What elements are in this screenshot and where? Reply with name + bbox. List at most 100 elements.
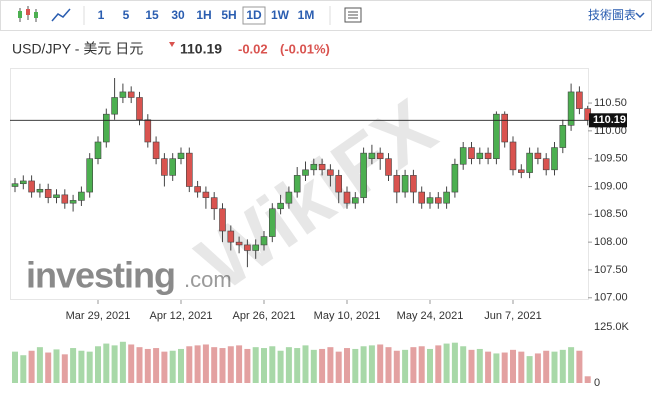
y-tick-label: 108.50: [594, 208, 628, 220]
candle-body: [509, 141, 517, 171]
volume-bar: [103, 343, 110, 383]
interval-button[interactable]: 1W: [271, 8, 290, 22]
volume-bar: [501, 352, 508, 383]
volume-bar: [95, 346, 101, 383]
volume-bar: [119, 341, 126, 383]
volume-bar: [277, 350, 284, 383]
candle-body: [136, 97, 143, 121]
y2-tick-label: 0: [594, 377, 600, 389]
volume-bar: [468, 349, 475, 383]
volume-bar: [202, 344, 209, 383]
interval-button[interactable]: 1H: [196, 8, 211, 22]
candle-body: [551, 147, 558, 171]
candle-body: [86, 158, 93, 193]
volume-bar: [327, 347, 334, 383]
volume-bar: [443, 343, 450, 383]
candle-body: [526, 152, 533, 173]
candle-body: [517, 169, 525, 173]
volume-bar: [360, 346, 367, 383]
candle-body: [418, 191, 426, 204]
candle-body: [169, 158, 176, 176]
interval-button[interactable]: 1D: [246, 8, 262, 22]
volume-bar: [252, 347, 259, 383]
line-icon[interactable]: [51, 8, 71, 22]
candle-body: [244, 244, 251, 251]
candle-icon[interactable]: [18, 6, 38, 22]
candle-body: [501, 113, 509, 143]
candle-body: [542, 158, 550, 171]
x-tick-label: May 24, 2021: [397, 310, 464, 322]
icon-part: [344, 7, 362, 23]
candle-body: [19, 180, 27, 185]
volume-bar: [169, 350, 176, 383]
candle-body: [260, 236, 268, 246]
candle-body: [426, 197, 434, 204]
candle-body: [302, 169, 309, 176]
candle-body: [385, 158, 392, 176]
x-tick-label: Apr 26, 2021: [233, 310, 296, 322]
last-price: 110.19: [180, 41, 222, 57]
interval-button[interactable]: 5H: [221, 8, 236, 22]
candle-body: [119, 91, 127, 98]
volume-bar: [186, 346, 193, 383]
interval-button[interactable]: 1M: [298, 8, 315, 22]
volume-bar: [12, 351, 18, 383]
volume-bar: [584, 376, 591, 383]
volume-bar: [476, 348, 483, 383]
candle-body: [310, 163, 318, 171]
volume-bar: [161, 351, 168, 383]
candle-body: [493, 113, 500, 159]
candle-body: [285, 191, 293, 204]
icon-part: [34, 12, 38, 18]
candle-body: [177, 152, 185, 159]
volume-bar: [20, 355, 27, 383]
interval-button[interactable]: 15: [145, 8, 159, 22]
candle-body: [576, 91, 583, 109]
interval-button[interactable]: 30: [171, 8, 185, 22]
candle-body: [277, 202, 284, 210]
volume-bar: [36, 347, 43, 383]
candle-body: [227, 230, 235, 243]
interval-button[interactable]: 1: [98, 8, 105, 22]
volume-bar: [518, 351, 525, 383]
candle-body: [559, 125, 567, 148]
toolbar-frame: [0, 0, 652, 31]
link-arrow: [635, 12, 645, 19]
candle-body: [335, 175, 343, 193]
last-price-badge: [589, 113, 627, 128]
candle-body: [327, 169, 334, 176]
volume-bar: [236, 345, 243, 383]
icon-part: [26, 9, 30, 15]
interval-button[interactable]: 5: [123, 8, 130, 22]
candle-body: [376, 152, 384, 159]
indicator-icon[interactable]: [344, 7, 362, 23]
volume-bar: [227, 346, 234, 383]
volume-bar: [485, 351, 492, 383]
x-tick-label: Apr 12, 2021: [150, 310, 213, 322]
volume-bar: [302, 345, 309, 383]
volume-bar: [111, 345, 118, 383]
volume-bar: [559, 349, 566, 383]
volume-bar: [194, 345, 201, 383]
candle-body: [111, 97, 118, 115]
volume-bar: [385, 347, 392, 383]
volume-bar: [543, 350, 550, 383]
volume-bar: [285, 347, 292, 383]
y-tick-label: 108.00: [594, 236, 628, 248]
x-tick-label: May 10, 2021: [314, 310, 381, 322]
candle-body: [360, 152, 367, 198]
candle-body: [210, 197, 218, 210]
volume-bar: [551, 351, 558, 383]
volume-bar: [219, 348, 226, 383]
y-tick-label: 109.50: [594, 153, 628, 165]
candle-body: [368, 152, 376, 159]
volume-bar: [244, 348, 251, 383]
candle-body: [443, 191, 450, 204]
technical-chart-link[interactable]: 技術圖表: [588, 8, 636, 22]
watermark-suffix: .com: [184, 267, 232, 292]
candle-body: [401, 175, 409, 193]
candle-body: [451, 163, 459, 193]
candle-body: [434, 197, 442, 204]
volume-bar: [344, 348, 350, 383]
